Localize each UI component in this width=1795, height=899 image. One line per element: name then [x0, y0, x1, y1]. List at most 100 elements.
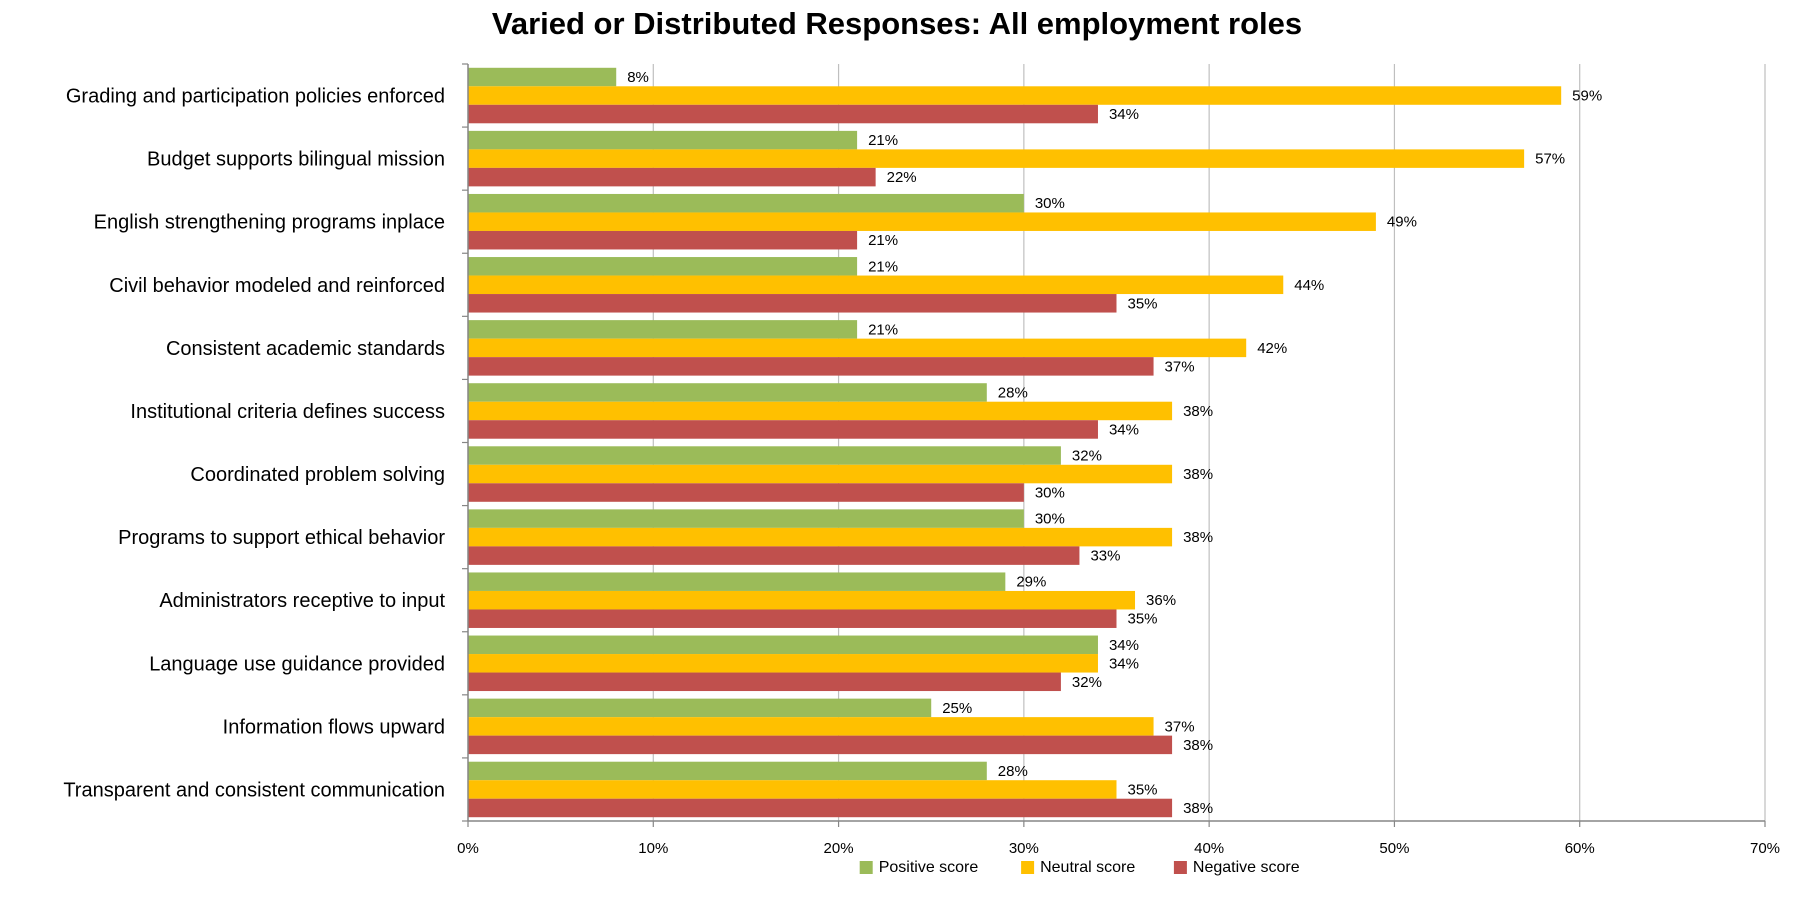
data-label: 34%	[1109, 421, 1139, 438]
data-label: 30%	[1035, 511, 1065, 528]
data-label: 38%	[1183, 403, 1213, 420]
bar-neutral-score	[468, 654, 1098, 673]
data-label: 8%	[627, 69, 649, 86]
data-label: 36%	[1146, 592, 1176, 609]
bar-negative-score	[468, 167, 876, 187]
data-label: 28%	[998, 384, 1028, 401]
data-label: 37%	[1165, 718, 1195, 735]
data-label: 34%	[1109, 655, 1139, 672]
bar-positive-score	[468, 698, 932, 718]
data-label: 29%	[1016, 574, 1046, 591]
data-label: 44%	[1294, 277, 1324, 294]
data-label: 38%	[1183, 529, 1213, 546]
legend-swatch	[1173, 861, 1187, 874]
gridlines	[652, 64, 1766, 821]
bar-negative-score	[468, 798, 1173, 818]
bar-neutral-score	[468, 717, 1154, 736]
bar-positive-score	[468, 130, 858, 150]
bar-positive-score	[468, 383, 987, 402]
bar-neutral-score	[468, 86, 1562, 105]
bar-neutral-score	[468, 275, 1284, 295]
data-label: 32%	[1072, 448, 1102, 465]
category-labels: Grading and participation policies enfor…	[63, 86, 445, 802]
x-tick-label: 40%	[1194, 840, 1224, 857]
data-labels: 8% 59% 34% 21% 57% 22% 30% 49% 21% 21% 44% 35% 21% 42…	[627, 69, 1602, 817]
data-label: 32%	[1072, 674, 1102, 691]
data-label: 35%	[1128, 295, 1158, 312]
legend-label: Negative score	[1193, 859, 1300, 876]
data-label: 42%	[1257, 340, 1287, 357]
bar-neutral-score	[468, 590, 1136, 610]
x-tick-label: 60%	[1565, 840, 1595, 857]
data-label: 57%	[1535, 151, 1565, 168]
bar-negative-score	[468, 735, 1173, 755]
legend: Positive score Neutral score Negative scor…	[859, 859, 1300, 876]
data-label: 59%	[1572, 88, 1602, 105]
data-label: 21%	[868, 258, 898, 275]
bar-positive-score	[468, 761, 987, 781]
bar-neutral-score	[468, 401, 1173, 421]
bar-negative-score	[468, 104, 1098, 124]
data-label: 38%	[1183, 466, 1213, 483]
bar-neutral-score	[468, 527, 1173, 547]
bar-neutral-score	[468, 338, 1247, 358]
data-label: 34%	[1109, 106, 1139, 123]
data-label: 38%	[1183, 737, 1213, 754]
category-label: Language use guidance provided	[149, 653, 445, 675]
data-label: 22%	[887, 169, 917, 186]
bar-neutral-score	[468, 212, 1376, 231]
data-label: 30%	[1035, 485, 1065, 502]
bar-positive-score	[468, 257, 858, 276]
x-tick-labels: 0% 10% 20% 30% 40% 50% 60% 70%	[457, 840, 1780, 857]
data-label: 30%	[1035, 195, 1065, 212]
data-label: 28%	[998, 763, 1028, 780]
category-label: Civil behavior modeled and reinforced	[109, 275, 445, 297]
category-label: Budget supports bilingual mission	[147, 149, 445, 171]
data-label: 21%	[868, 321, 898, 338]
data-label: 34%	[1109, 637, 1139, 654]
category-label: Administrators receptive to input	[159, 590, 445, 612]
category-label: Information flows upward	[223, 716, 445, 738]
bar-negative-score	[468, 357, 1154, 376]
category-label: Coordinated problem solving	[190, 464, 445, 486]
bar-neutral-score	[468, 149, 1525, 168]
bar-negative-score	[468, 546, 1080, 565]
data-label: 35%	[1128, 781, 1158, 798]
bar-positive-score	[468, 67, 617, 87]
bar-neutral-score	[468, 780, 1117, 799]
x-tick-label: 20%	[824, 840, 854, 857]
x-tick-label: 30%	[1009, 840, 1039, 857]
bar-positive-score	[468, 509, 1024, 528]
bar-positive-score	[468, 193, 1024, 213]
bar-positive-score	[468, 572, 1006, 591]
bar-negative-score	[468, 294, 1117, 313]
bar-positive-score	[468, 446, 1061, 465]
category-label: Transparent and consistent communication	[63, 779, 445, 801]
data-label: 21%	[868, 132, 898, 149]
category-label: Consistent academic standards	[166, 338, 445, 360]
data-label: 37%	[1165, 358, 1195, 375]
data-label: 38%	[1183, 800, 1213, 817]
bars	[468, 67, 1562, 818]
data-label: 35%	[1128, 611, 1158, 628]
x-tick-label: 50%	[1379, 840, 1409, 857]
chart-title: Varied or Distributed Responses: All emp…	[492, 6, 1302, 41]
legend-swatch	[859, 861, 873, 874]
legend-swatch	[1021, 861, 1035, 874]
bar-negative-score	[468, 420, 1098, 439]
category-label: Institutional criteria defines success	[130, 401, 445, 423]
bar-negative-score	[468, 230, 858, 250]
x-tick-label: 70%	[1750, 840, 1780, 857]
bar-negative-score	[468, 609, 1117, 628]
bar-positive-score	[468, 320, 858, 339]
axes	[462, 63, 1766, 827]
data-label: 49%	[1387, 214, 1417, 231]
x-tick-label: 10%	[638, 840, 668, 857]
bar-positive-score	[468, 635, 1098, 655]
bar-negative-score	[468, 483, 1024, 502]
data-label: 25%	[942, 700, 972, 717]
x-tick-label: 0%	[457, 840, 479, 857]
data-label: 33%	[1090, 548, 1120, 565]
category-label: Programs to support ethical behavior	[118, 527, 445, 549]
